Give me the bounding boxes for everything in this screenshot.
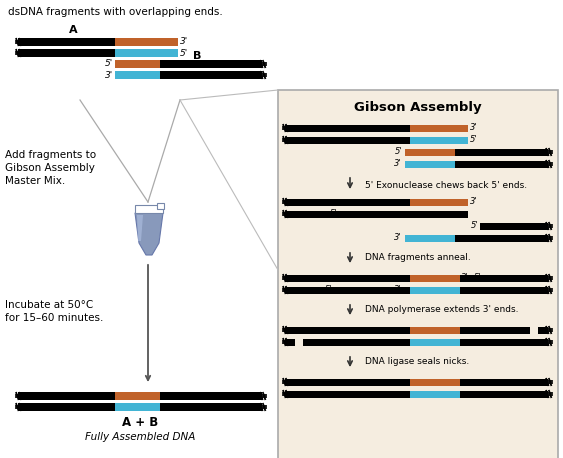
Bar — [115, 49, 178, 57]
Text: DNA polymerase extends 3' ends.: DNA polymerase extends 3' ends. — [365, 305, 519, 315]
Text: 5': 5' — [330, 209, 338, 218]
Bar — [460, 338, 548, 345]
Bar — [115, 71, 160, 79]
Text: 3': 3' — [105, 71, 113, 80]
Bar — [538, 327, 548, 333]
Bar — [285, 391, 548, 398]
Text: DNA fragments anneal.: DNA fragments anneal. — [365, 253, 471, 262]
Bar — [285, 287, 548, 294]
Bar — [405, 148, 455, 156]
Bar — [410, 136, 468, 143]
Text: 5': 5' — [180, 49, 188, 58]
Bar — [405, 148, 548, 156]
Bar — [410, 274, 460, 282]
Text: 5': 5' — [325, 285, 333, 294]
Bar — [405, 234, 548, 241]
Text: Gibson Assembly: Gibson Assembly — [354, 100, 482, 114]
Text: Gibson Assembly: Gibson Assembly — [5, 163, 95, 173]
Bar — [285, 327, 410, 333]
Bar — [285, 338, 295, 345]
Bar — [285, 136, 468, 143]
Bar — [157, 203, 164, 209]
Text: dsDNA fragments with overlapping ends.: dsDNA fragments with overlapping ends. — [8, 7, 223, 17]
Bar — [480, 223, 548, 229]
Bar — [278, 90, 558, 458]
Bar — [460, 327, 530, 333]
Bar — [285, 125, 468, 131]
Bar — [115, 60, 262, 68]
Text: 3': 3' — [470, 124, 477, 132]
Bar — [135, 205, 163, 213]
Bar — [405, 234, 455, 241]
Bar — [410, 125, 468, 131]
Text: Incubate at 50°C: Incubate at 50°C — [5, 300, 93, 310]
Bar — [410, 287, 460, 294]
Bar — [410, 391, 460, 398]
Bar — [405, 160, 548, 168]
Text: Fully Assembled DNA: Fully Assembled DNA — [85, 432, 195, 442]
Polygon shape — [135, 213, 163, 255]
Text: 5': 5' — [394, 147, 402, 157]
Bar — [410, 198, 468, 206]
Bar — [115, 392, 160, 400]
Bar — [285, 211, 468, 218]
Text: 3': 3' — [394, 234, 402, 242]
Bar — [18, 403, 262, 411]
Bar — [285, 198, 468, 206]
Bar — [115, 71, 262, 79]
Text: 5' Exonuclease chews back 5' ends.: 5' Exonuclease chews back 5' ends. — [365, 180, 527, 190]
Text: 3': 3' — [394, 285, 402, 294]
Text: 3': 3' — [180, 38, 188, 47]
Bar — [285, 274, 548, 282]
Text: A: A — [69, 25, 77, 35]
Bar — [18, 49, 178, 57]
Bar — [410, 378, 460, 386]
Text: 5': 5' — [474, 273, 481, 283]
Text: 3': 3' — [461, 273, 468, 283]
Text: A + B: A + B — [122, 415, 158, 429]
Text: for 15–60 minutes.: for 15–60 minutes. — [5, 313, 104, 323]
Bar — [410, 338, 460, 345]
Text: Add fragments to: Add fragments to — [5, 150, 96, 160]
Bar — [405, 160, 455, 168]
Text: 3': 3' — [394, 159, 402, 169]
Bar — [115, 60, 160, 68]
Bar — [410, 327, 460, 333]
Polygon shape — [137, 215, 143, 241]
Text: 5': 5' — [105, 60, 113, 69]
Text: 3': 3' — [470, 197, 477, 207]
Text: Master Mix.: Master Mix. — [5, 176, 65, 186]
Bar — [115, 38, 178, 46]
Text: 5': 5' — [470, 136, 477, 145]
Bar — [18, 392, 262, 400]
Text: DNA ligase seals nicks.: DNA ligase seals nicks. — [365, 358, 469, 366]
Bar — [303, 338, 410, 345]
Bar — [285, 378, 548, 386]
Text: B: B — [193, 51, 202, 61]
Text: 5': 5' — [470, 222, 478, 230]
Bar — [18, 38, 178, 46]
Bar — [115, 403, 160, 411]
